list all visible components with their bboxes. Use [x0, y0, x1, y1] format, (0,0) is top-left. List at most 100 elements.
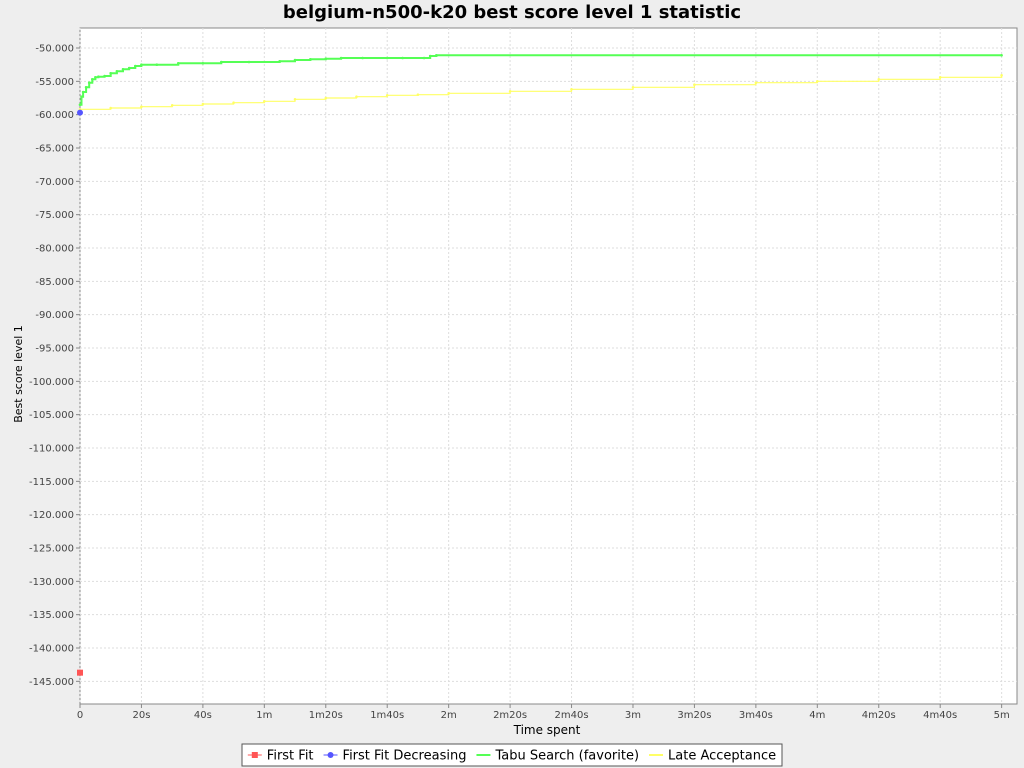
legend-label: First Fit Decreasing	[343, 749, 467, 764]
data-point-tabu-search-favorite	[109, 72, 112, 75]
data-point-late-acceptance	[385, 94, 389, 97]
data-point-tabu-search-favorite	[339, 56, 343, 60]
data-point-late-acceptance	[201, 102, 205, 106]
x-tick-label: 20s	[132, 710, 150, 721]
data-point-tabu-search-favorite	[97, 75, 100, 78]
y-tick-label: -140.000	[29, 644, 74, 655]
data-point-tabu-search-favorite	[91, 78, 94, 81]
legend: First Fit First Fit Decreasing Tabu Search…	[241, 743, 783, 767]
chart-title: belgium-n500-k20 best score level 1 stat…	[283, 2, 741, 23]
data-point-tabu-search-favorite	[309, 58, 312, 61]
x-tick-label: 2m20s	[493, 710, 527, 721]
x-tick-label: 1m20s	[309, 710, 343, 721]
x-axis-title: Time spent	[513, 723, 581, 737]
y-tick-label: -55.000	[35, 77, 74, 88]
data-point-tabu-search-favorite	[177, 62, 180, 65]
y-tick-label: -145.000	[29, 677, 74, 688]
data-point-tabu-search-favorite	[140, 63, 143, 66]
plot-area	[79, 27, 1018, 705]
data-point-tabu-search-favorite	[361, 56, 364, 60]
data-point-late-acceptance	[324, 96, 328, 100]
y-tick-label: -110.000	[29, 444, 74, 455]
y-axis: -50.000 -55.000 -60.000 -65.000 -70.000 -75.0…	[29, 44, 80, 688]
data-point-late-acceptance	[570, 88, 573, 91]
y-tick-label: -65.000	[35, 144, 74, 155]
data-point-late-acceptance	[170, 104, 174, 107]
y-tick-label: -80.000	[35, 244, 74, 255]
grid	[79, 28, 1017, 704]
data-point-tabu-search-favorite	[115, 70, 119, 73]
data-point-tabu-search-favorite	[324, 57, 328, 60]
x-tick-label: 1m40s	[370, 710, 404, 721]
x-tick-label: 0	[77, 710, 83, 721]
data-point-tabu-search-favorite	[428, 54, 432, 58]
y-tick-label: -85.000	[35, 277, 74, 288]
data-point-late-acceptance	[816, 80, 819, 83]
data-point-first-fit	[77, 669, 83, 676]
y-tick-label: -120.000	[29, 510, 74, 521]
legend-label: First Fit	[267, 749, 314, 764]
y-tick-label: -125.000	[29, 544, 74, 555]
legend-item-tabu-search-favorite: Tabu Search (favorite)	[476, 749, 639, 764]
data-point-tabu-search-favorite	[401, 56, 404, 60]
data-point-tabu-search-favorite	[247, 60, 251, 64]
data-point-late-acceptance	[140, 105, 143, 108]
data-point-tabu-search-favorite	[1000, 54, 1003, 57]
data-point-tabu-search-favorite	[78, 103, 82, 106]
x-tick-label: 40s	[194, 710, 212, 721]
data-point-late-acceptance	[693, 83, 696, 86]
data-point-tabu-search-favorite	[81, 90, 85, 94]
x-tick-label: 3m20s	[677, 710, 711, 721]
y-axis-title: Best score level 1	[12, 325, 25, 423]
data-point-tabu-search-favorite	[155, 63, 159, 66]
x-tick-label: 4m	[809, 710, 825, 721]
y-tick-label: -135.000	[29, 610, 74, 621]
x-tick-label: 4m40s	[923, 710, 957, 721]
y-tick-label: -130.000	[29, 577, 74, 588]
y-tick-label: -105.000	[29, 410, 74, 421]
x-tick-label: 3m40s	[739, 710, 773, 721]
data-point-first-fit-decreasing	[77, 109, 83, 116]
data-point-late-acceptance	[631, 86, 635, 89]
y-tick-label: -60.000	[35, 110, 74, 121]
data-point-tabu-search-favorite	[103, 74, 106, 78]
x-tick-label: 1m	[256, 710, 272, 721]
data-point-late-acceptance	[293, 98, 297, 101]
x-tick-label: 2m	[441, 710, 457, 721]
data-point-tabu-search-favorite	[127, 66, 131, 70]
legend-item-first-fit: First Fit	[247, 749, 314, 764]
legend-label: Late Acceptance	[668, 749, 776, 764]
y-tick-label: -70.000	[35, 177, 74, 188]
data-point-tabu-search-favorite	[385, 56, 389, 60]
x-tick-label: 4m20s	[862, 710, 896, 721]
data-point-late-acceptance	[416, 93, 420, 96]
data-point-tabu-search-favorite	[134, 64, 137, 68]
y-tick-label: -90.000	[35, 310, 74, 321]
data-point-late-acceptance	[754, 81, 758, 84]
data-point-tabu-search-favorite	[201, 62, 205, 65]
data-point-tabu-search-favorite	[84, 86, 88, 89]
data-point-late-acceptance	[447, 92, 451, 95]
data-point-tabu-search-favorite	[121, 68, 125, 71]
data-point-tabu-search-favorite	[94, 76, 97, 79]
y-tick-label: -95.000	[35, 344, 74, 355]
data-point-late-acceptance	[355, 95, 358, 98]
data-point-late-acceptance	[938, 76, 942, 79]
y-tick-label: -115.000	[29, 477, 74, 488]
data-point-tabu-search-favorite	[220, 60, 223, 64]
data-point-tabu-search-favorite	[80, 95, 83, 98]
series-group	[77, 54, 1003, 676]
y-tick-label: -50.000	[35, 44, 74, 55]
y-tick-label: -75.000	[35, 210, 74, 221]
legend-item-late-acceptance: Late Acceptance	[649, 749, 776, 764]
data-point-late-acceptance	[1000, 74, 1003, 77]
data-point-late-acceptance	[109, 106, 112, 110]
legend-marker	[251, 752, 258, 758]
data-point-late-acceptance	[877, 78, 881, 81]
legend-label: Tabu Search (favorite)	[494, 749, 639, 764]
x-tick-label: 2m40s	[555, 710, 589, 721]
data-point-late-acceptance	[508, 90, 512, 93]
legend-marker	[327, 752, 334, 758]
data-point-late-acceptance	[263, 100, 266, 103]
